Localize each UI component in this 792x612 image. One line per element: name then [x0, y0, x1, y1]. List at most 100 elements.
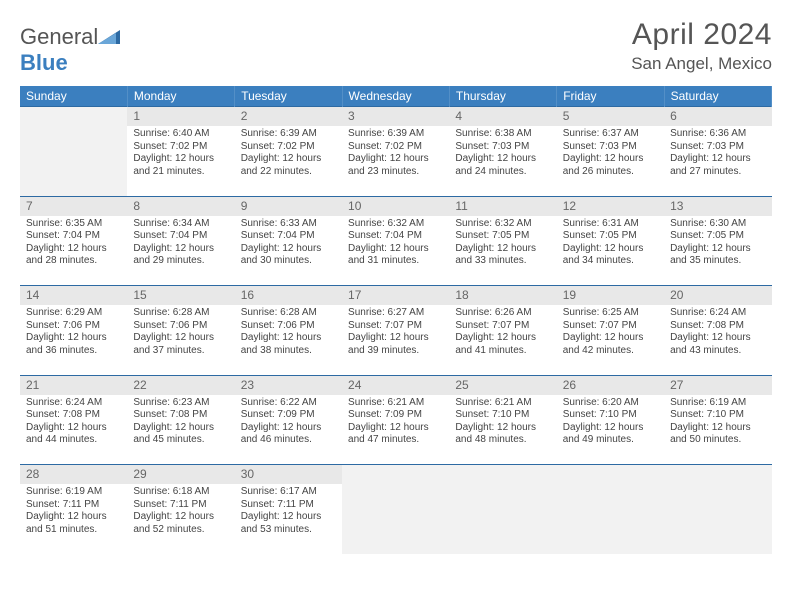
day-cell: Sunrise: 6:28 AMSunset: 7:06 PMDaylight:… — [235, 305, 342, 375]
day-number-cell: 24 — [342, 375, 449, 395]
day-cell: Sunrise: 6:21 AMSunset: 7:10 PMDaylight:… — [449, 395, 556, 465]
daylight-text: Daylight: 12 hours — [133, 422, 228, 435]
day-number-cell: 26 — [557, 375, 664, 395]
daylight-text: and 35 minutes. — [670, 255, 765, 268]
day-number-cell: 2 — [235, 107, 342, 127]
sunset-text: Sunset: 7:10 PM — [455, 409, 550, 422]
day-number-cell: 9 — [235, 196, 342, 216]
calendar-body: 123456Sunrise: 6:40 AMSunset: 7:02 PMDay… — [20, 107, 772, 555]
sunrise-text: Sunrise: 6:27 AM — [348, 307, 443, 320]
weekday-header: Thursday — [449, 86, 556, 107]
daylight-text: and 49 minutes. — [563, 434, 658, 447]
sunrise-text: Sunrise: 6:18 AM — [133, 486, 228, 499]
daylight-text: and 53 minutes. — [241, 524, 336, 537]
sunrise-text: Sunrise: 6:38 AM — [455, 128, 550, 141]
day-cell — [342, 484, 449, 554]
day-cell: Sunrise: 6:29 AMSunset: 7:06 PMDaylight:… — [20, 305, 127, 375]
sunset-text: Sunset: 7:06 PM — [241, 320, 336, 333]
sunset-text: Sunset: 7:08 PM — [26, 409, 121, 422]
sunset-text: Sunset: 7:11 PM — [241, 499, 336, 512]
day-cell: Sunrise: 6:21 AMSunset: 7:09 PMDaylight:… — [342, 395, 449, 465]
sunrise-text: Sunrise: 6:39 AM — [241, 128, 336, 141]
daylight-text: Daylight: 12 hours — [26, 511, 121, 524]
day-number-cell: 6 — [664, 107, 771, 127]
weekday-header: Saturday — [664, 86, 771, 107]
daylight-text: Daylight: 12 hours — [26, 243, 121, 256]
sunrise-text: Sunrise: 6:24 AM — [670, 307, 765, 320]
day-cell: Sunrise: 6:18 AMSunset: 7:11 PMDaylight:… — [127, 484, 234, 554]
day-content-row: Sunrise: 6:40 AMSunset: 7:02 PMDaylight:… — [20, 126, 772, 196]
day-cell: Sunrise: 6:32 AMSunset: 7:04 PMDaylight:… — [342, 216, 449, 286]
sunset-text: Sunset: 7:03 PM — [563, 141, 658, 154]
day-cell: Sunrise: 6:24 AMSunset: 7:08 PMDaylight:… — [664, 305, 771, 375]
day-number-cell: 29 — [127, 465, 234, 485]
day-number-cell — [342, 465, 449, 485]
daylight-text: Daylight: 12 hours — [348, 422, 443, 435]
daylight-text: Daylight: 12 hours — [133, 511, 228, 524]
day-number-cell: 1 — [127, 107, 234, 127]
daylight-text: Daylight: 12 hours — [241, 422, 336, 435]
brand-triangle-icon — [98, 24, 120, 50]
day-number-cell: 30 — [235, 465, 342, 485]
sunrise-text: Sunrise: 6:28 AM — [241, 307, 336, 320]
sunset-text: Sunset: 7:07 PM — [348, 320, 443, 333]
daylight-text: and 23 minutes. — [348, 166, 443, 179]
month-title: April 2024 — [631, 18, 772, 52]
sunrise-text: Sunrise: 6:31 AM — [563, 218, 658, 231]
sunset-text: Sunset: 7:02 PM — [241, 141, 336, 154]
daylight-text: and 37 minutes. — [133, 345, 228, 358]
sunset-text: Sunset: 7:06 PM — [26, 320, 121, 333]
sunrise-text: Sunrise: 6:30 AM — [670, 218, 765, 231]
daylight-text: Daylight: 12 hours — [26, 422, 121, 435]
day-number-cell: 27 — [664, 375, 771, 395]
sunrise-text: Sunrise: 6:36 AM — [670, 128, 765, 141]
daylight-text: and 28 minutes. — [26, 255, 121, 268]
weekday-header: Monday — [127, 86, 234, 107]
weekday-header: Tuesday — [235, 86, 342, 107]
day-cell: Sunrise: 6:27 AMSunset: 7:07 PMDaylight:… — [342, 305, 449, 375]
day-number-cell: 28 — [20, 465, 127, 485]
weekday-header: Sunday — [20, 86, 127, 107]
day-number-cell: 22 — [127, 375, 234, 395]
day-cell — [449, 484, 556, 554]
daylight-text: and 38 minutes. — [241, 345, 336, 358]
daylight-text: Daylight: 12 hours — [133, 243, 228, 256]
day-number-cell: 8 — [127, 196, 234, 216]
day-number-cell: 18 — [449, 286, 556, 306]
day-number-cell — [664, 465, 771, 485]
daylight-text: and 43 minutes. — [670, 345, 765, 358]
day-cell: Sunrise: 6:35 AMSunset: 7:04 PMDaylight:… — [20, 216, 127, 286]
day-content-row: Sunrise: 6:35 AMSunset: 7:04 PMDaylight:… — [20, 216, 772, 286]
day-cell: Sunrise: 6:37 AMSunset: 7:03 PMDaylight:… — [557, 126, 664, 196]
daylight-text: and 33 minutes. — [455, 255, 550, 268]
daylight-text: Daylight: 12 hours — [455, 332, 550, 345]
sunset-text: Sunset: 7:03 PM — [455, 141, 550, 154]
sunset-text: Sunset: 7:07 PM — [455, 320, 550, 333]
day-content-row: Sunrise: 6:29 AMSunset: 7:06 PMDaylight:… — [20, 305, 772, 375]
sunrise-text: Sunrise: 6:32 AM — [455, 218, 550, 231]
daylight-text: and 52 minutes. — [133, 524, 228, 537]
day-number-cell: 5 — [557, 107, 664, 127]
sunrise-text: Sunrise: 6:25 AM — [563, 307, 658, 320]
day-number-cell: 16 — [235, 286, 342, 306]
day-number-cell: 19 — [557, 286, 664, 306]
sunrise-text: Sunrise: 6:29 AM — [26, 307, 121, 320]
day-number-cell: 20 — [664, 286, 771, 306]
day-cell: Sunrise: 6:28 AMSunset: 7:06 PMDaylight:… — [127, 305, 234, 375]
day-cell: Sunrise: 6:36 AMSunset: 7:03 PMDaylight:… — [664, 126, 771, 196]
sunrise-text: Sunrise: 6:32 AM — [348, 218, 443, 231]
sunset-text: Sunset: 7:03 PM — [670, 141, 765, 154]
daylight-text: and 42 minutes. — [563, 345, 658, 358]
daylight-text: Daylight: 12 hours — [348, 332, 443, 345]
day-number-cell: 11 — [449, 196, 556, 216]
sunset-text: Sunset: 7:04 PM — [133, 230, 228, 243]
daylight-text: and 36 minutes. — [26, 345, 121, 358]
day-number-cell — [20, 107, 127, 127]
day-cell: Sunrise: 6:38 AMSunset: 7:03 PMDaylight:… — [449, 126, 556, 196]
sunset-text: Sunset: 7:04 PM — [241, 230, 336, 243]
sunset-text: Sunset: 7:05 PM — [670, 230, 765, 243]
day-number-cell: 23 — [235, 375, 342, 395]
brand-text: General Blue — [20, 24, 120, 76]
daylight-text: and 30 minutes. — [241, 255, 336, 268]
sunset-text: Sunset: 7:06 PM — [133, 320, 228, 333]
